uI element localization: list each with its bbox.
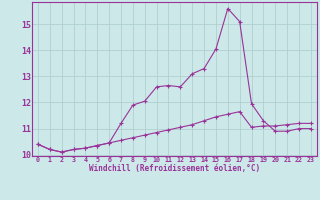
X-axis label: Windchill (Refroidissement éolien,°C): Windchill (Refroidissement éolien,°C) [89, 164, 260, 173]
